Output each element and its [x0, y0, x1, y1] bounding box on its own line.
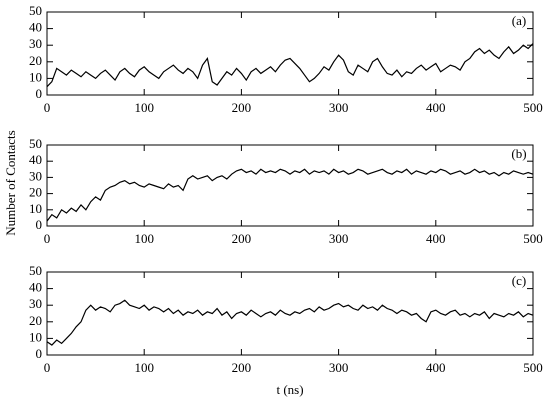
y-tick-label: 30	[29, 296, 42, 311]
x-tick-label: 400	[426, 100, 446, 115]
y-tick-label: 0	[36, 86, 43, 101]
panel-label: (a)	[512, 13, 526, 28]
y-tick-label: 10	[29, 201, 42, 216]
x-tick-label: 0	[44, 231, 51, 246]
x-tick-label: 300	[329, 231, 349, 246]
plot-frame	[46, 144, 534, 227]
x-tick-label: 100	[134, 231, 154, 246]
x-tick-label: 400	[426, 360, 446, 375]
plot-frame	[46, 271, 534, 356]
x-tick-label: 300	[329, 100, 349, 115]
x-tick-label: 0	[44, 360, 51, 375]
x-tick-label: 500	[523, 100, 543, 115]
x-tick-label: 500	[523, 360, 543, 375]
panel-label: (c)	[512, 273, 526, 288]
x-tick-label: 0	[44, 100, 51, 115]
plot-frame	[46, 11, 534, 96]
y-tick-label: 30	[29, 36, 42, 51]
y-tick-label: 20	[29, 313, 42, 328]
x-axis-label: t (ns)	[276, 382, 303, 397]
x-tick-label: 100	[134, 360, 154, 375]
y-tick-label: 50	[29, 263, 42, 278]
panel-label: (b)	[511, 146, 526, 161]
x-tick-label: 300	[329, 360, 349, 375]
y-tick-label: 10	[29, 329, 42, 344]
data-line	[46, 168, 534, 222]
y-tick-label: 0	[36, 217, 43, 232]
y-tick-label: 40	[29, 20, 42, 35]
y-tick-label: 0	[36, 346, 43, 361]
x-tick-label: 100	[134, 100, 154, 115]
x-tick-label: 400	[426, 231, 446, 246]
y-tick-label: 50	[29, 136, 42, 151]
y-tick-label: 10	[29, 69, 42, 84]
x-tick-label: 200	[232, 231, 252, 246]
y-tick-label: 20	[29, 185, 42, 200]
x-tick-label: 200	[232, 360, 252, 375]
data-line	[46, 43, 534, 88]
y-tick-label: 20	[29, 53, 42, 68]
y-tick-label: 40	[29, 280, 42, 295]
y-tick-label: 40	[29, 152, 42, 167]
x-tick-label: 500	[523, 231, 543, 246]
x-tick-label: 200	[232, 100, 252, 115]
y-tick-label: 30	[29, 168, 42, 183]
y-axis-label: Number of Contacts	[3, 130, 18, 235]
data-line	[46, 299, 534, 346]
y-tick-label: 50	[29, 3, 42, 18]
